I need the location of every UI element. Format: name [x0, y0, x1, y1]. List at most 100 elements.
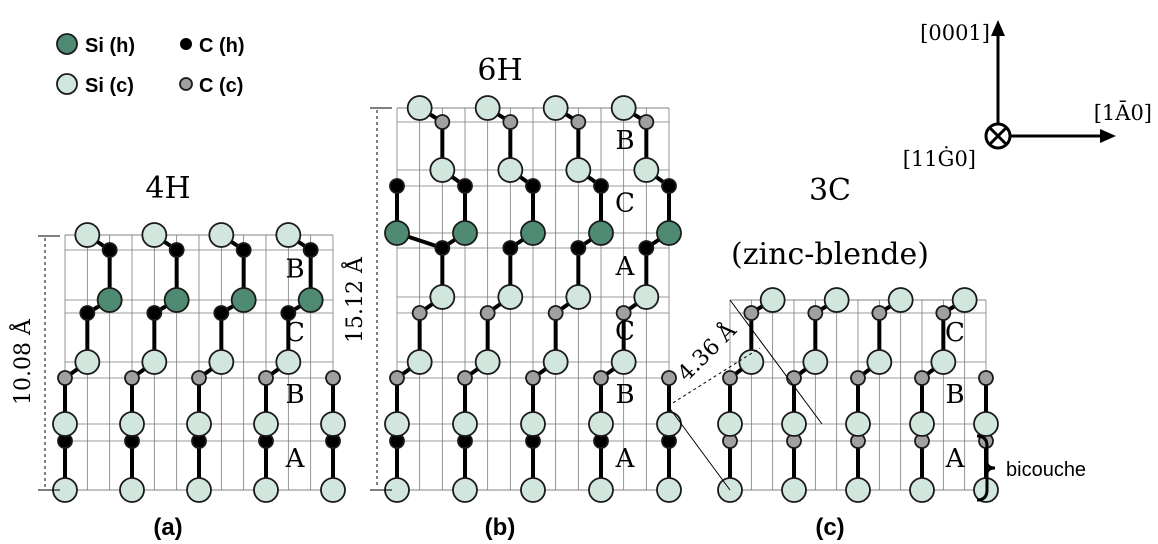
- silicon-atom: [163, 287, 190, 313]
- carbon-atom: [593, 178, 609, 194]
- silicon-atom: [845, 411, 871, 437]
- legend-si-h-label: Si (h): [85, 35, 135, 57]
- carbon-atom: [525, 178, 541, 194]
- legend-c-c-label: C (c): [199, 75, 243, 97]
- carbon-atom: [850, 370, 866, 386]
- carbon-atom: [914, 370, 930, 386]
- silicon-atom: [141, 222, 168, 248]
- carbon-atom: [479, 305, 496, 321]
- silicon-atom: [759, 287, 786, 313]
- carbon-atom: [807, 305, 824, 321]
- silicon-atom: [96, 287, 123, 313]
- legend-si-c-label: Si (c): [85, 75, 134, 97]
- panel-c-guide-line: [667, 405, 731, 491]
- silicon-atom: [973, 411, 999, 437]
- panel-b-title: 6H: [477, 53, 522, 88]
- axis-right-label: [1Ā0]: [1094, 101, 1152, 125]
- stacking-label: C: [945, 318, 965, 348]
- carbon-atom: [79, 305, 96, 321]
- silicon-atom: [429, 284, 456, 310]
- panel-c-subtitle: (zinc-blende): [731, 237, 929, 272]
- carbon-atom: [661, 178, 677, 194]
- panel-c-structure: C B A: [717, 287, 999, 503]
- silicon-atom: [656, 477, 682, 503]
- carbon-atom: [722, 370, 738, 386]
- crystal-axes: [0001] [1Ā0] [11Ġ0]: [903, 20, 1152, 171]
- carbon-atom: [389, 178, 405, 194]
- carbon-atom: [593, 370, 609, 386]
- carbon-atom: [280, 305, 297, 321]
- carbon-atom: [871, 305, 888, 321]
- silicon-atom: [845, 477, 871, 503]
- silicon-atom: [384, 220, 410, 246]
- stacking-label: B: [945, 380, 964, 410]
- panel-b-structure: B C A C B A: [384, 95, 682, 503]
- silicon-atom: [208, 349, 235, 375]
- silicon-atom: [186, 411, 212, 437]
- silicon-atom: [275, 222, 302, 248]
- silicon-atom: [823, 287, 850, 313]
- silicon-atom: [497, 284, 524, 310]
- silicon-atom: [275, 349, 302, 375]
- carbon-atom: [191, 370, 207, 386]
- silicon-atom: [384, 411, 410, 437]
- axis-right-arrowhead: [1100, 129, 1116, 143]
- legend-si-c-marker: [56, 73, 78, 95]
- carbon-atom: [457, 178, 473, 194]
- silicon-atom: [610, 349, 637, 375]
- carbon-atom: [786, 370, 802, 386]
- carbon-atom: [302, 242, 319, 258]
- carbon-atom: [434, 114, 451, 130]
- silicon-atom: [119, 477, 145, 503]
- carbon-atom: [570, 240, 587, 256]
- silicon-atom: [474, 349, 501, 375]
- silicon-atom: [542, 95, 569, 121]
- carbon-atom: [235, 242, 252, 258]
- silicon-atom: [656, 220, 682, 246]
- carbon-atom: [615, 305, 632, 321]
- axis-into-label: [11Ġ0]: [903, 146, 976, 171]
- carbon-atom: [570, 114, 587, 130]
- silicon-atom: [186, 477, 212, 503]
- silicon-atom: [565, 284, 592, 310]
- panel-c-title: 3C: [809, 173, 851, 208]
- silicon-atom: [588, 477, 614, 503]
- legend-c-c-marker: [179, 77, 193, 91]
- axis-up-arrowhead: [991, 20, 1005, 36]
- silicon-atom: [565, 157, 592, 183]
- carbon-atom: [525, 370, 541, 386]
- silicon-atom: [320, 477, 346, 503]
- panel-c-guide-line: [729, 299, 823, 425]
- stacking-label: C: [615, 189, 635, 219]
- silicon-atom: [520, 477, 546, 503]
- carbon-atom: [146, 305, 163, 321]
- carbon-atom: [935, 305, 952, 321]
- silicon-atom: [909, 411, 935, 437]
- silicon-atom: [633, 284, 660, 310]
- axis-into-cross-2: [988, 126, 1008, 146]
- silicon-atom: [656, 411, 682, 437]
- stacking-label: A: [945, 444, 966, 474]
- silicon-atom: [738, 349, 765, 375]
- silicon-atom: [930, 349, 957, 375]
- panel-a-height-label: 10.08 Å: [8, 318, 36, 405]
- panel-a-caption: (a): [153, 514, 182, 541]
- panel-b-height-label: 15.12 Å: [340, 256, 368, 343]
- legend-si-h-marker: [56, 33, 78, 55]
- silicon-atom: [781, 411, 807, 437]
- silicon-atom: [297, 287, 324, 313]
- stacking-label: B: [615, 380, 634, 410]
- stacking-label: C: [615, 317, 635, 347]
- axis-up-label: [0001]: [920, 21, 990, 45]
- silicon-atom: [474, 95, 501, 121]
- silicon-atom: [520, 220, 546, 246]
- carbon-atom: [389, 370, 405, 386]
- silicon-atom: [141, 349, 168, 375]
- panel-a-structure: B C B A: [52, 222, 346, 503]
- stacking-label: A: [615, 444, 636, 474]
- silicon-atom: [717, 411, 743, 437]
- carbon-atom: [638, 114, 655, 130]
- silicon-atom: [452, 477, 478, 503]
- silicon-atom: [452, 411, 478, 437]
